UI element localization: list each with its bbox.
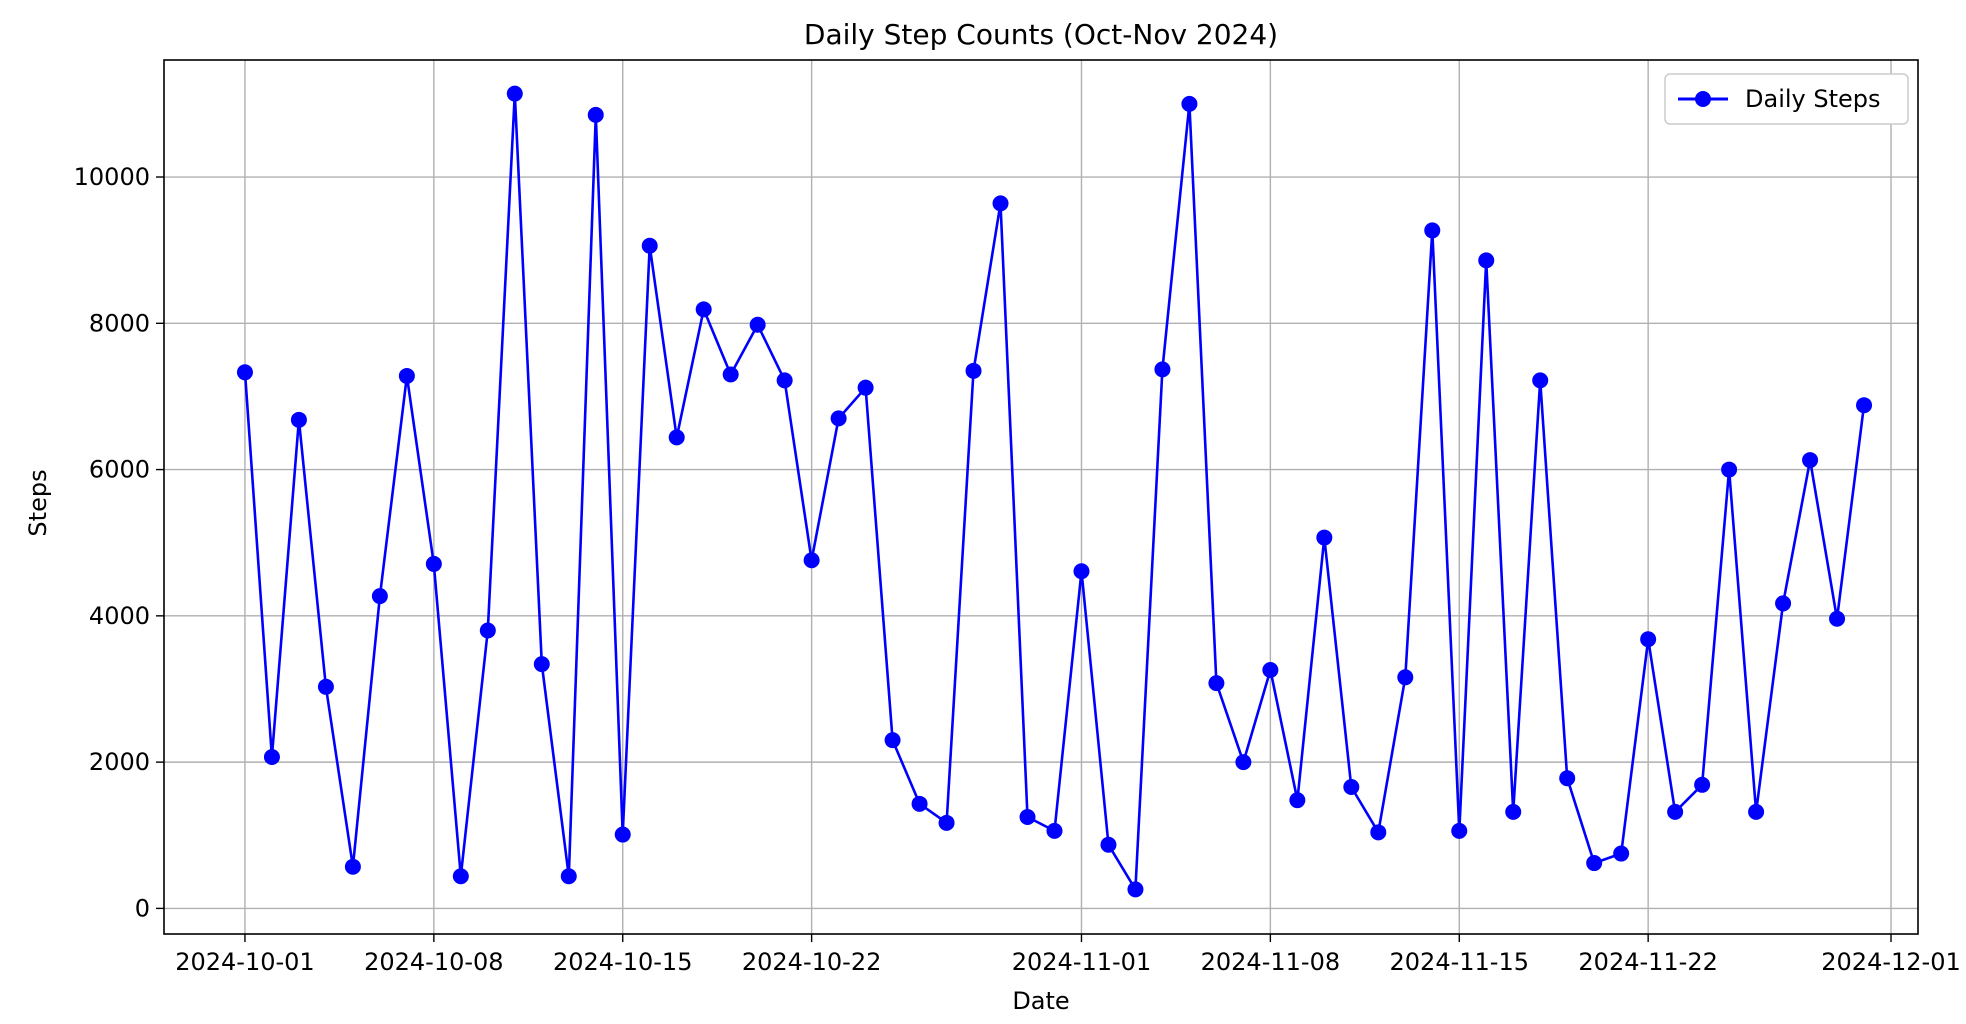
data-point <box>1748 803 1765 820</box>
legend-box <box>1664 73 1909 125</box>
data-point <box>1289 792 1306 809</box>
data-point <box>371 588 388 605</box>
data-point <box>425 555 442 572</box>
x-tick-label: 2024-11-08 <box>1201 948 1340 976</box>
data-point <box>1478 252 1495 269</box>
data-point <box>1424 222 1441 239</box>
y-tick-label: 4000 <box>89 602 150 630</box>
data-point <box>452 868 469 885</box>
data-point <box>965 362 982 379</box>
data-point <box>857 379 874 396</box>
data-point <box>587 106 604 123</box>
data-point <box>1532 372 1549 389</box>
x-tick-label: 2024-11-15 <box>1390 948 1529 976</box>
data-point <box>803 552 820 569</box>
data-point <box>263 749 280 766</box>
x-tick-label: 2024-10-15 <box>553 948 692 976</box>
data-point <box>1397 669 1414 686</box>
data-point <box>398 367 415 384</box>
x-axis: 2024-10-01 2024-10-08 2024-10-15 2024-10-22… <box>175 934 1961 976</box>
y-axis: 0 2000 4000 6000 8000 10000 <box>74 163 164 922</box>
data-point <box>1208 675 1225 692</box>
x-tick-label: 2024-11-01 <box>1012 948 1151 976</box>
data-point <box>1559 770 1576 787</box>
data-point <box>344 858 361 875</box>
data-point <box>1856 397 1873 414</box>
legend-entry-label: Daily Steps <box>1745 85 1881 113</box>
data-point <box>1235 754 1252 771</box>
data-point <box>749 316 766 333</box>
x-tick-label: 2024-10-08 <box>364 948 503 976</box>
legend: Daily Steps <box>1664 73 1909 125</box>
data-point <box>236 364 253 381</box>
chart-title: Daily Step Counts (Oct-Nov 2024) <box>804 18 1278 51</box>
data-point <box>1694 776 1711 793</box>
data-point <box>992 195 1009 212</box>
data-point <box>1100 836 1117 853</box>
data-point <box>911 795 928 812</box>
y-tick-label: 0 <box>135 894 150 922</box>
data-point <box>1667 803 1684 820</box>
series-daily-steps <box>236 85 1873 898</box>
data-point <box>317 678 334 695</box>
data-point <box>1370 824 1387 841</box>
data-point <box>1451 822 1468 839</box>
data-point <box>1181 95 1198 112</box>
x-tick-label: 2024-10-22 <box>742 948 881 976</box>
data-point <box>560 868 577 885</box>
x-axis-label: Date <box>1012 987 1069 1015</box>
data-point <box>1775 595 1792 612</box>
data-point <box>506 85 523 102</box>
data-point <box>533 656 550 673</box>
data-point <box>776 372 793 389</box>
y-axis-label: Steps <box>24 469 52 536</box>
data-point <box>614 826 631 843</box>
data-point <box>1802 452 1819 469</box>
grid <box>164 60 1918 934</box>
data-point <box>479 622 496 639</box>
x-tick-label: 2024-12-01 <box>1821 948 1960 976</box>
y-tick-label: 10000 <box>74 163 150 191</box>
data-point <box>1127 881 1144 898</box>
data-point <box>641 237 658 254</box>
data-point <box>1262 661 1279 678</box>
data-point <box>668 429 685 446</box>
data-point <box>1343 778 1360 795</box>
plot-frame <box>163 59 1919 935</box>
data-point <box>1073 563 1090 580</box>
y-tick-label: 2000 <box>89 748 150 776</box>
data-point <box>830 410 847 427</box>
data-point <box>1640 631 1657 648</box>
data-point <box>1019 808 1036 825</box>
y-tick-label: 8000 <box>89 309 150 337</box>
data-point <box>1505 803 1522 820</box>
x-tick-label: 2024-10-01 <box>175 948 314 976</box>
data-point <box>1829 610 1846 627</box>
data-point <box>290 411 307 428</box>
legend-marker-swatch <box>1695 91 1711 107</box>
y-tick-label: 6000 <box>89 456 150 484</box>
data-point <box>1613 845 1630 862</box>
data-point <box>1046 822 1063 839</box>
data-point <box>722 366 739 383</box>
data-point <box>1586 855 1603 872</box>
x-tick-label: 2024-11-22 <box>1578 948 1717 976</box>
data-point <box>938 814 955 831</box>
data-point <box>884 732 901 749</box>
data-point <box>1316 529 1333 546</box>
data-point <box>1721 461 1738 478</box>
data-point <box>1154 361 1171 378</box>
data-point <box>695 301 712 318</box>
